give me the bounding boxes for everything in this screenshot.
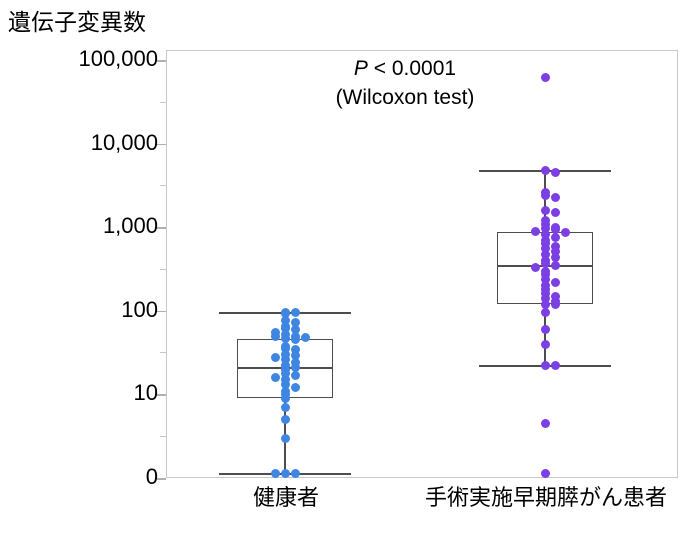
data-point xyxy=(290,382,300,392)
data-point xyxy=(270,352,280,362)
data-point xyxy=(280,402,290,412)
data-point xyxy=(290,317,300,327)
data-point xyxy=(530,262,540,272)
data-point xyxy=(550,167,560,177)
data-point xyxy=(550,232,560,242)
p-value-text: P < 0.0001 xyxy=(300,54,510,83)
data-point xyxy=(280,393,290,403)
data-point xyxy=(550,360,560,370)
y-tick-mark-minor xyxy=(160,436,166,437)
data-point xyxy=(550,192,560,202)
data-point xyxy=(560,227,570,237)
data-point xyxy=(280,368,290,378)
data-point xyxy=(290,468,300,478)
data-point xyxy=(270,331,280,341)
x-axis-label-healthy: 健康者 xyxy=(252,485,319,510)
y-tick-label: 10,000 xyxy=(90,129,158,155)
data-point xyxy=(290,370,300,380)
y-tick-mark xyxy=(157,394,166,396)
p-value-rest: < 0.0001 xyxy=(367,57,457,80)
data-point xyxy=(530,226,540,236)
data-point xyxy=(280,333,290,343)
data-point xyxy=(290,344,300,354)
data-point xyxy=(540,258,550,268)
y-tick-label: 100 xyxy=(121,296,158,322)
data-point-outlier xyxy=(540,418,550,428)
data-point xyxy=(280,343,290,353)
stat-annotation: P < 0.0001 (Wilcoxon test) xyxy=(300,54,510,112)
data-point xyxy=(540,165,550,175)
data-point xyxy=(540,72,550,82)
y-tick-label: 1,000 xyxy=(102,213,158,238)
data-point xyxy=(540,190,550,200)
y-tick-mark-minor xyxy=(160,185,166,187)
data-point xyxy=(540,274,550,284)
data-point xyxy=(540,299,550,309)
y-tick-mark xyxy=(157,227,166,229)
y-tick-mark-minor xyxy=(160,352,166,354)
y-axis-ticks: 100,000 10,000 1,000 100 10 0 xyxy=(0,0,158,537)
data-point xyxy=(280,315,290,325)
data-point xyxy=(540,293,550,303)
data-point xyxy=(270,372,280,382)
data-point xyxy=(290,350,300,360)
data-point xyxy=(550,207,560,217)
data-point xyxy=(550,224,560,234)
y-tick-mark xyxy=(157,310,166,312)
data-point xyxy=(550,246,560,256)
data-point xyxy=(280,354,290,364)
plot-area xyxy=(166,50,678,478)
data-point-outlier xyxy=(540,468,550,478)
data-point xyxy=(280,379,290,389)
y-tick-label: 10 xyxy=(133,380,158,405)
data-point xyxy=(540,269,550,279)
data-point xyxy=(290,357,300,367)
y-axis-title: 遺伝子変異数 xyxy=(8,9,146,35)
data-point xyxy=(550,277,560,287)
data-point xyxy=(270,468,280,478)
y-tick-mark-minor xyxy=(160,101,166,103)
data-point xyxy=(540,238,550,248)
whisker-upper xyxy=(544,170,546,232)
data-point xyxy=(280,433,290,443)
data-point xyxy=(540,229,550,239)
data-point xyxy=(540,205,550,215)
y-tick-label: 0 xyxy=(145,464,158,489)
y-tick-mark-minor xyxy=(160,268,166,270)
data-point xyxy=(290,324,300,334)
data-point xyxy=(540,324,550,334)
data-point xyxy=(540,307,550,317)
data-point xyxy=(540,339,550,349)
y-tick-mark xyxy=(157,143,166,145)
data-point xyxy=(290,307,300,317)
data-point xyxy=(540,288,550,298)
data-point xyxy=(290,334,300,344)
data-point xyxy=(540,243,550,253)
test-name-text: (Wilcoxon test) xyxy=(335,86,475,109)
y-tick-mark xyxy=(157,60,166,62)
y-tick-mark xyxy=(157,478,166,480)
data-point xyxy=(280,468,290,478)
data-point xyxy=(280,323,290,333)
data-point xyxy=(540,360,550,370)
data-point xyxy=(550,260,560,270)
data-point xyxy=(540,249,550,259)
data-point xyxy=(550,299,560,309)
data-point xyxy=(280,374,290,384)
p-letter: P xyxy=(353,57,368,80)
data-point xyxy=(280,414,290,424)
data-point xyxy=(550,241,560,251)
data-point xyxy=(550,252,560,262)
data-point xyxy=(300,332,310,342)
y-tick-label: 100,000 xyxy=(78,46,158,71)
whisker-lower xyxy=(544,304,546,366)
data-point xyxy=(280,349,290,359)
x-axis-label-patients: 手術実施早期膵がん患者 xyxy=(424,485,667,510)
data-point xyxy=(550,291,560,301)
data-point xyxy=(280,308,290,318)
data-point xyxy=(290,362,300,372)
data-point xyxy=(540,223,550,233)
